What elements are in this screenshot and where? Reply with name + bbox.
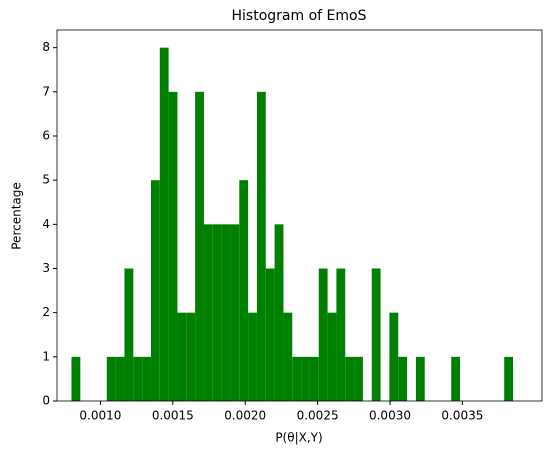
bar [115,356,125,401]
bar [283,312,293,401]
bar [354,356,363,401]
y-tick-label: 8 [42,40,50,54]
plot-frame [56,29,543,402]
y-tick-label: 4 [42,217,50,231]
bar [71,356,81,401]
bar [274,224,284,401]
bar [168,91,178,401]
bar [203,224,213,401]
bar [371,268,381,401]
y-tick-label: 5 [42,173,50,187]
chart-title: Histogram of EmoS [232,8,367,24]
y-tick-label: 2 [42,305,50,319]
bar [177,312,187,401]
y-tick-label: 7 [42,84,50,98]
x-tick-label: 0.0030 [369,409,411,423]
bar [221,224,231,401]
bar [159,47,169,402]
bar [230,224,240,401]
bar [212,224,222,401]
y-tick-label: 1 [42,349,50,363]
y-tick-label: 3 [42,261,50,275]
bar [133,356,143,401]
bar [106,356,116,401]
bar [451,356,461,401]
x-tick-label: 0.0010 [79,409,121,423]
x-tick-label: 0.0015 [152,409,194,423]
bar [327,312,337,401]
bar [150,180,160,401]
bar [345,356,355,401]
bar [142,356,151,401]
bar [186,312,196,401]
bar [398,356,408,401]
bar [265,268,275,401]
bar [336,268,346,401]
bar [301,356,310,401]
y-axis-label: Percentage [10,182,24,250]
x-axis-label: P(θ|X,Y) [275,431,322,445]
bar [239,180,249,401]
x-tick-label: 0.0025 [297,409,339,423]
bar [292,356,302,401]
bar [124,268,134,401]
bar [309,356,319,401]
bar [256,91,266,401]
bar [248,312,257,401]
bar [504,356,514,401]
bar [415,356,425,401]
bar [318,268,328,401]
y-tick-label: 6 [42,129,50,143]
bar [389,312,399,401]
bar [195,91,204,401]
x-tick-label: 0.0035 [441,409,483,423]
x-tick-label: 0.0020 [224,409,266,423]
y-tick-label: 0 [42,394,50,408]
